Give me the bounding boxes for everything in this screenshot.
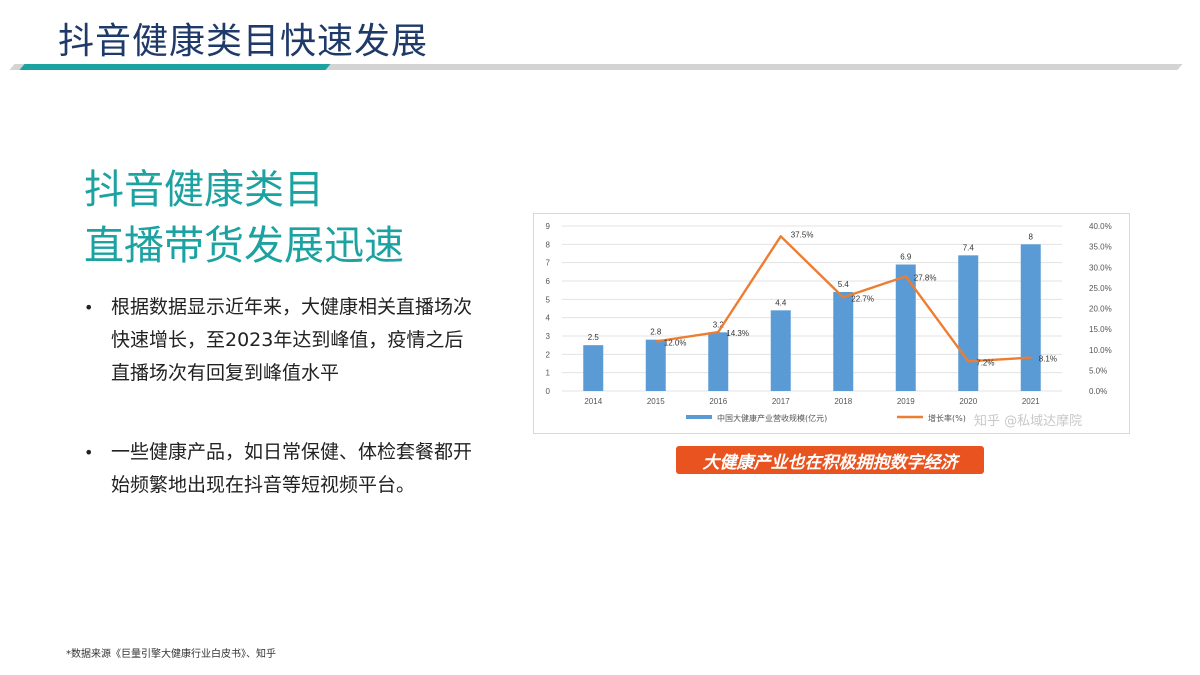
bar-value-label: 7.4 — [963, 243, 975, 252]
y-tick-right: 20.0% — [1089, 305, 1112, 314]
legend-swatch-bar — [686, 415, 712, 419]
bar — [958, 255, 979, 391]
y-tick-right: 30.0% — [1089, 263, 1112, 272]
line-value-label: 14.3% — [726, 329, 749, 338]
slide-title: 抖音健康类目快速发展 — [58, 21, 429, 62]
y-tick-left: 8 — [546, 240, 551, 249]
section-heading-line1: 抖音健康类目 — [84, 167, 324, 213]
y-tick-right: 25.0% — [1089, 284, 1112, 293]
x-tick-label: 2019 — [897, 397, 915, 406]
bullet-dot: • — [84, 443, 94, 462]
legend-label-bar: 中国大健康产业营收规模(亿元) — [717, 413, 827, 423]
line-value-label: 8.1% — [1039, 355, 1057, 364]
section-heading-line2: 直播带货发展迅速 — [84, 223, 404, 269]
combo-chart: 0 1 2 3 4 5 6 7 8 9 0.0% 5.0% 10.0% 15.0% 20.0% 25.0% 30… — [533, 213, 1130, 434]
bar — [708, 332, 729, 391]
y-tick-right: 35.0% — [1089, 243, 1112, 252]
y-tick-right: 5.0% — [1089, 366, 1107, 375]
source-note: *数据来源《巨量引擎大健康行业白皮书》、知乎 — [66, 649, 276, 660]
x-tick-label: 2021 — [1022, 397, 1040, 406]
y-tick-left: 7 — [546, 259, 551, 268]
x-tick-label: 2014 — [584, 397, 602, 406]
y-tick-left: 4 — [546, 314, 551, 323]
x-tick-label: 2016 — [709, 397, 727, 406]
highlight-banner: 大健康产业也在积极拥抱数字经济 — [676, 446, 984, 474]
bullet-text: 一些健康产品，如日常保健、体检套餐都开始频繁地出现在抖音等短视频平台。 — [111, 441, 473, 496]
bar — [833, 292, 854, 391]
bar-value-label: 3.2 — [713, 320, 725, 329]
bar-value-label: 8 — [1029, 232, 1034, 241]
y-tick-right: 10.0% — [1089, 346, 1112, 355]
bar — [895, 264, 916, 391]
y-tick-left: 6 — [546, 277, 551, 286]
bar-value-label: 4.4 — [775, 298, 787, 307]
line-value-label: 27.8% — [914, 273, 937, 282]
y-tick-right: 0.0% — [1089, 387, 1107, 396]
bullet-dot: • — [84, 298, 94, 317]
y-tick-left: 3 — [546, 332, 551, 341]
y-tick-right: 40.0% — [1089, 222, 1112, 231]
line-value-label: 22.7% — [851, 294, 874, 303]
bar-value-label: 2.8 — [650, 328, 662, 337]
x-tick-label: 2018 — [834, 397, 852, 406]
line-value-label: 12.0% — [664, 339, 687, 348]
bar — [1020, 244, 1041, 391]
bar — [770, 310, 791, 391]
y-tick-left: 5 — [546, 295, 551, 304]
bar-value-label: 5.4 — [838, 280, 850, 289]
y-tick-right: 15.0% — [1089, 325, 1112, 334]
bar-value-label: 2.5 — [588, 333, 600, 342]
bar-value-label: 6.9 — [900, 253, 912, 262]
line-value-label: 7.2% — [976, 358, 994, 367]
bullet-text: 根据数据显示近年来，大健康相关直播场次快速增长，至2023年达到峰值，疫情之后直… — [111, 296, 473, 384]
bar — [645, 339, 666, 391]
title-underline-accent — [19, 64, 331, 70]
chart-canvas: 0 1 2 3 4 5 6 7 8 9 0.0% 5.0% 10.0% 15.0% 20.0% 25.0% 30… — [546, 222, 1112, 429]
y-tick-left: 2 — [546, 350, 551, 359]
y-tick-left: 9 — [546, 222, 551, 231]
y-tick-left: 1 — [546, 369, 551, 378]
watermark: 知乎 @私域达摩院 — [974, 413, 1082, 429]
growth-line — [655, 235, 1031, 363]
y-tick-left: 0 — [546, 387, 551, 396]
bar — [583, 345, 604, 391]
legend-label-line: 增长率(%) — [928, 413, 966, 423]
x-tick-label: 2020 — [959, 397, 977, 406]
x-tick-label: 2017 — [772, 397, 790, 406]
x-tick-label: 2015 — [647, 397, 665, 406]
line-value-label: 37.5% — [791, 230, 814, 239]
